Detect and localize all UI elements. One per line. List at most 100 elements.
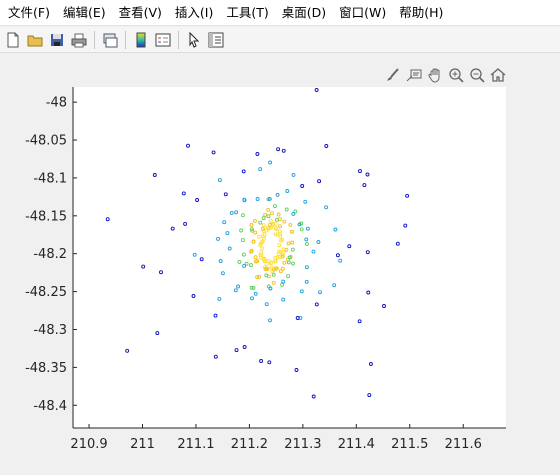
colorbar-button[interactable] <box>130 29 152 51</box>
y-tick-label: -48.15 <box>25 209 67 224</box>
x-tick-label: 211.6 <box>445 437 482 452</box>
brush-button[interactable] <box>383 65 403 85</box>
scatter-point <box>304 279 309 284</box>
scatter-point <box>324 205 329 210</box>
scatter-point <box>253 230 258 235</box>
scatter-point <box>237 259 242 264</box>
scatter-point <box>297 222 302 227</box>
scatter-point <box>284 207 289 212</box>
scatter-point <box>266 214 271 219</box>
x-tick-label: 211.1 <box>177 437 214 452</box>
scatter-point <box>284 247 289 252</box>
scatter-point <box>255 275 260 280</box>
scatter-point <box>332 283 337 288</box>
link-plot-button[interactable] <box>99 29 121 51</box>
datatip-button[interactable] <box>404 65 424 85</box>
property-editor-button[interactable] <box>205 29 227 51</box>
scatter-point <box>324 144 329 148</box>
scatter-point <box>259 253 264 258</box>
pointer-icon <box>189 31 200 48</box>
scatter-point <box>213 313 218 318</box>
scatter-point <box>240 238 245 243</box>
scatter-point <box>271 272 276 277</box>
scatter-point <box>258 220 263 225</box>
scatter-point <box>234 348 239 353</box>
zoom-out-button[interactable] <box>467 65 487 85</box>
menu-tools[interactable]: 工具(T) <box>226 4 269 20</box>
home-button[interactable] <box>488 65 508 85</box>
scatter-point <box>365 250 370 255</box>
menu-view[interactable]: 查看(V) <box>118 4 162 20</box>
colorbar-icon <box>136 32 146 47</box>
scatter-point <box>267 360 272 365</box>
y-tick-label: -48.1 <box>33 171 67 186</box>
scatter-point <box>239 228 244 233</box>
menu-file[interactable]: 文件(F) <box>8 4 50 20</box>
scatter-point <box>269 211 274 216</box>
x-tick-label: 211 <box>130 437 155 452</box>
scatter-point <box>241 252 246 257</box>
y-tick-label: -48.25 <box>25 285 67 300</box>
scatter-point <box>358 169 362 174</box>
new-file-button[interactable] <box>2 29 24 51</box>
scatter-point <box>314 302 319 307</box>
scatter-point <box>357 319 362 324</box>
scatter-point <box>277 243 282 248</box>
scatter-point <box>275 255 280 260</box>
pan-button[interactable] <box>425 65 445 85</box>
scatter-point <box>268 286 273 291</box>
scatter-point <box>365 172 370 177</box>
menu-help[interactable]: 帮助(H) <box>399 4 444 20</box>
scatter-point <box>273 226 278 231</box>
y-tick-label: -48.2 <box>33 247 67 262</box>
scatter-point <box>304 237 309 242</box>
menu-desktop[interactable]: 桌面(D) <box>281 4 327 20</box>
open-folder-button[interactable] <box>24 29 46 51</box>
scatter-point <box>264 273 269 278</box>
scatter-point <box>199 257 204 262</box>
scatter-point <box>241 169 246 174</box>
scatter-point <box>304 265 309 270</box>
legend-button[interactable] <box>152 29 174 51</box>
open-folder-icon <box>27 35 43 46</box>
scatter-point <box>260 226 265 231</box>
scatter-point <box>287 255 292 260</box>
scatter-point <box>227 246 232 251</box>
print-button[interactable] <box>68 29 90 51</box>
scatter-point <box>242 345 247 349</box>
scatter-point <box>211 150 216 155</box>
scatter-point <box>242 198 247 203</box>
zoom-in-button[interactable] <box>446 65 466 85</box>
scatter-point <box>275 232 280 237</box>
pointer-button[interactable] <box>183 29 205 51</box>
scatter-point <box>300 184 305 188</box>
save-icon <box>51 33 63 46</box>
scatter-point <box>258 243 263 248</box>
save-button[interactable] <box>46 29 68 51</box>
scatter-point <box>286 260 291 265</box>
scatter-point <box>269 265 274 270</box>
scatter-point <box>258 255 263 260</box>
scatter-point <box>253 255 258 260</box>
scatter-point <box>251 285 256 290</box>
scatter-point <box>278 234 283 239</box>
scatter-point <box>317 179 322 184</box>
scatter-point <box>294 368 299 372</box>
scatter-point <box>291 261 295 266</box>
scatter-point <box>255 259 260 264</box>
scatter-point <box>276 212 281 217</box>
scatter-point <box>216 236 220 241</box>
scatter-point <box>249 263 253 268</box>
scatter-point <box>263 212 268 217</box>
scatter-point <box>222 220 227 225</box>
menu-window[interactable]: 窗口(W) <box>339 4 387 20</box>
scatter-point <box>273 256 278 260</box>
menu-edit[interactable]: 编辑(E) <box>62 4 106 20</box>
menu-insert[interactable]: 插入(I) <box>174 4 214 20</box>
scatter-point <box>403 223 408 228</box>
y-tick-label: -48.3 <box>33 323 67 338</box>
scatter-point <box>291 172 296 177</box>
scatter-point <box>259 241 263 246</box>
y-tick-label: -48.35 <box>25 361 67 376</box>
scatter-point <box>295 316 300 320</box>
